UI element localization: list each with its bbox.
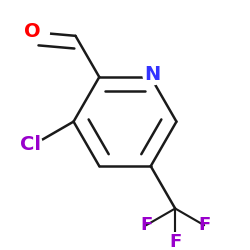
Text: O: O <box>24 22 41 41</box>
Circle shape <box>143 65 163 85</box>
Text: Cl: Cl <box>20 135 40 154</box>
Text: F: F <box>140 216 152 234</box>
Circle shape <box>30 23 49 42</box>
Circle shape <box>18 132 42 157</box>
Text: F: F <box>198 216 210 234</box>
Text: F: F <box>169 233 181 250</box>
Text: N: N <box>145 66 161 84</box>
